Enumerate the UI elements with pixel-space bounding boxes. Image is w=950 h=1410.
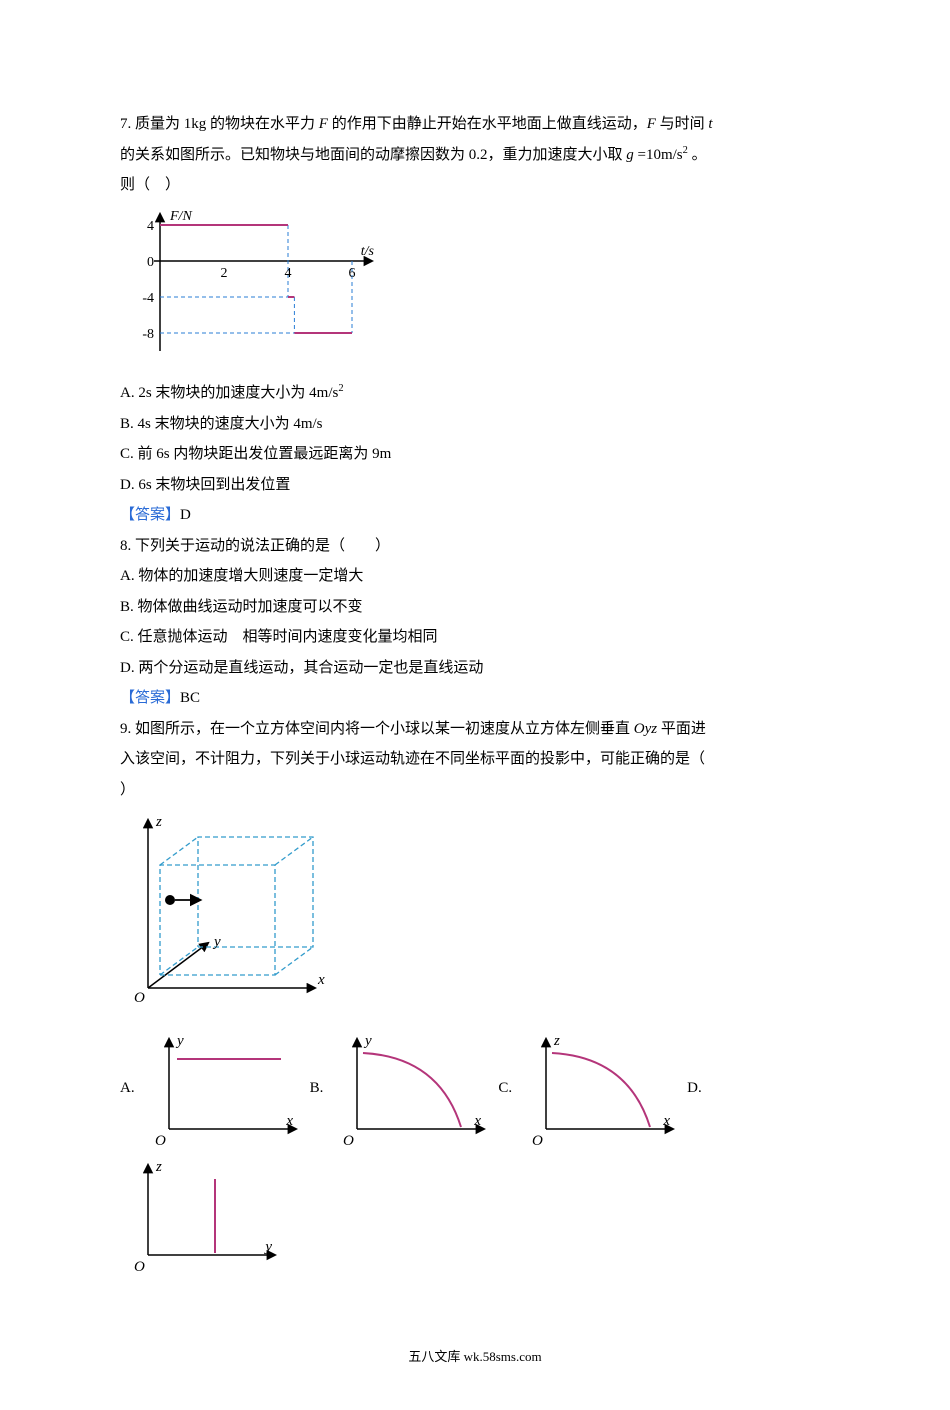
q7-line1-mid: 的作用下由静止开始在水平地面上做直线运动， [328, 116, 647, 132]
q7-optB: B. 4s 末物块的速度大小为 4m/s [120, 410, 830, 439]
svg-text:x: x [285, 1113, 293, 1129]
q8-answer: 【答案】BC [120, 684, 830, 713]
svg-text:F/N: F/N [169, 209, 192, 224]
svg-text:t/s: t/s [361, 244, 375, 259]
svg-text:z: z [155, 1159, 162, 1175]
q8-answer-val: BC [180, 690, 200, 706]
svg-text:4: 4 [147, 219, 154, 234]
q7-optA-pre: A. 2s 末物块的加速度大小为 4m/s [120, 385, 338, 401]
svg-text:O: O [343, 1133, 354, 1149]
q9-options-row2: z y O [120, 1155, 830, 1286]
svg-text:y: y [212, 934, 221, 950]
q7-optD: D. 6s 末物块回到出发位置 [120, 471, 830, 500]
q9-optB-label: B. [310, 1074, 324, 1103]
svg-text:O: O [134, 1259, 145, 1275]
q7-line1-post: 与时间 [656, 116, 709, 132]
q7-optC: C. 前 6s 内物块距出发位置最远距离为 9m [120, 440, 830, 469]
svg-text:2: 2 [221, 266, 228, 281]
q9-optD-label: D. [687, 1074, 702, 1103]
q9-chart-D: z y O [120, 1155, 285, 1275]
svg-text:x: x [662, 1113, 670, 1129]
svg-text:y: y [263, 1239, 272, 1255]
q7-line2-end: 。 [688, 147, 707, 163]
q7-F2: F [647, 116, 656, 132]
svg-text:0: 0 [147, 255, 154, 270]
q7-g: g [626, 147, 634, 163]
answer-label: 【答案】 [120, 690, 180, 706]
q7-F1: F [319, 116, 328, 132]
q7-answer-val: D [180, 507, 191, 523]
q7-optA: A. 2s 末物块的加速度大小为 4m/s2 [120, 379, 830, 408]
svg-text:z: z [553, 1033, 560, 1049]
q8-optD: D. 两个分运动是直线运动，其合运动一定也是直线运动 [120, 654, 830, 683]
q8-stem: 8. 下列关于运动的说法正确的是（ ） [120, 532, 830, 561]
q9-Oyz: Oyz [634, 721, 657, 737]
q9-options-row1: A. y x O B. y x O C. z x O D. [120, 1029, 830, 1149]
q8-optC: C. 任意抛体运动 相等时间内速度变化量均相同 [120, 623, 830, 652]
q7-answer: 【答案】D [120, 501, 830, 530]
q9-chart-B: y x O [329, 1029, 494, 1149]
q8-optB: B. 物体做曲线运动时加速度可以不变 [120, 593, 830, 622]
q9-optA-label: A. [120, 1074, 135, 1103]
q8-optA: A. 物体的加速度增大则速度一定增大 [120, 562, 830, 591]
q9-cube: z y x O [120, 810, 830, 1021]
q9-chart-A: y x O [141, 1029, 306, 1149]
svg-text:6: 6 [349, 266, 356, 281]
q9-line1-post: 平面进 [657, 721, 706, 737]
svg-text:O: O [155, 1133, 166, 1149]
svg-text:z: z [155, 814, 162, 830]
q9-chart-C: z x O [518, 1029, 683, 1149]
q9-line1-pre: 9. 如图所示，在一个立方体空间内将一个小球以某一初速度从立方体左侧垂直 [120, 721, 634, 737]
q9-line2: 入该空间，不计阻力，下列关于小球运动轨迹在不同坐标平面的投影中，可能正确的是（ [120, 745, 830, 774]
q7-optA-sup: 2 [338, 383, 343, 394]
svg-text:-8: -8 [142, 327, 154, 342]
q7-t: t [708, 116, 712, 132]
q9-line3: ） [120, 776, 830, 805]
svg-text:x: x [474, 1113, 482, 1129]
q7-line1-pre: 7. 质量为 1kg 的物块在水平力 [120, 116, 319, 132]
q7-line1: 7. 质量为 1kg 的物块在水平力 F 的作用下由静止开始在水平地面上做直线运… [120, 110, 830, 139]
q7-line3: 则（ ） [120, 171, 830, 200]
q7-g-eq: =10m/s [634, 147, 683, 163]
page: 7. 质量为 1kg 的物块在水平力 F 的作用下由静止开始在水平地面上做直线运… [0, 0, 950, 1410]
svg-text:4: 4 [285, 266, 292, 281]
q7-chart: 4 0 -4 -8 2 4 6 F/N t/s [120, 206, 830, 372]
svg-text:y: y [363, 1033, 372, 1049]
answer-label: 【答案】 [120, 507, 180, 523]
svg-text:-4: -4 [142, 291, 154, 306]
svg-text:O: O [532, 1133, 543, 1149]
svg-text:x: x [317, 972, 325, 988]
q7-line2: 的关系如图所示。已知物块与地面间的动摩擦因数为 0.2，重力加速度大小取 g =… [120, 141, 830, 170]
page-footer: 五八文库 wk.58sms.com [120, 1345, 830, 1370]
q7-line2-text: 的关系如图所示。已知物块与地面间的动摩擦因数为 0.2，重力加速度大小取 [120, 147, 626, 163]
svg-text:O: O [134, 990, 145, 1006]
q9-line1: 9. 如图所示，在一个立方体空间内将一个小球以某一初速度从立方体左侧垂直 Oyz… [120, 715, 830, 744]
svg-text:y: y [175, 1033, 184, 1049]
q9-optC-label: C. [498, 1074, 512, 1103]
